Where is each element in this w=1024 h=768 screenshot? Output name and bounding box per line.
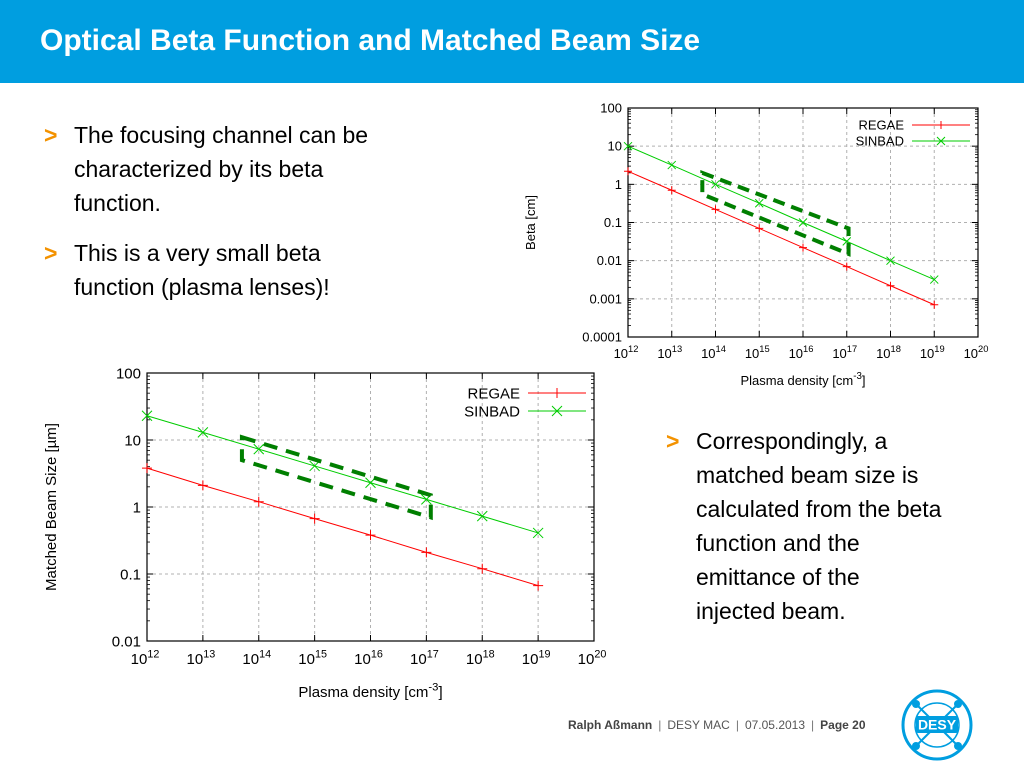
data-point-regae — [197, 480, 208, 491]
footer: Ralph Aßmann | DESY MAC | 07.05.2013 | Page 20 — [568, 718, 866, 732]
data-point-regae — [755, 224, 764, 233]
highlight-region — [239, 434, 433, 521]
data-point-sinbad — [886, 256, 895, 266]
data-point-regae — [533, 580, 544, 591]
x-tick-label: 1018 — [466, 648, 495, 668]
beam-size-chart: 1012 1013 1014 1015 1016 1017 1018 1019 1020 0.01… — [43, 365, 607, 701]
data-point-sinbad — [197, 427, 209, 438]
y-tick-label: 0.1 — [120, 566, 141, 583]
x-tick-label: 1012 — [131, 648, 160, 668]
y-axis-label: Beta [cm] — [523, 195, 538, 250]
x-tick-label: 1015 — [745, 344, 770, 361]
x-tick-label: 1016 — [789, 344, 814, 361]
plot-frame — [627, 107, 979, 338]
beta-function-chart: 1012 1013 1014 1015 1016 1017 1018 1019 1020 0.00… — [523, 101, 989, 388]
x-tick-label: 1019 — [522, 648, 551, 668]
data-point-regae — [667, 186, 676, 195]
y-tick-label: 0.001 — [589, 291, 622, 306]
y-tick-label: 10 — [608, 139, 622, 154]
x-tick-label: 1020 — [578, 648, 607, 668]
data-point-regae — [799, 243, 807, 252]
slide-title: Optical Beta Function and Matched Beam S… — [40, 24, 701, 57]
data-point-regae — [309, 513, 320, 524]
bullet-marker: > — [666, 428, 680, 454]
data-point-sinbad — [253, 443, 265, 455]
legend-label-regae: REGAE — [467, 385, 520, 402]
legend-marker-sinbad — [936, 136, 946, 146]
data-point-sinbad — [476, 510, 488, 522]
plot-frame — [146, 372, 595, 642]
y-tick-label: 1 — [615, 177, 622, 192]
y-tick-label: 100 — [600, 101, 622, 116]
data-point-sinbad — [754, 198, 764, 208]
x-tick-label: 1020 — [964, 344, 989, 361]
bullet-text: This is a very small beta function (plas… — [74, 240, 330, 300]
y-tick-label: 0.01 — [112, 633, 141, 650]
logo-text: DESY — [918, 717, 957, 733]
data-point-sinbad — [532, 527, 544, 539]
legend-label-sinbad: SINBAD — [856, 134, 904, 149]
legend-marker-regae — [937, 121, 945, 129]
data-point-regae — [365, 530, 376, 541]
bullet-text: The focusing channel can be characterize… — [74, 122, 369, 216]
bullet-item: > Correspondingly, a matched beam size i… — [666, 424, 941, 628]
legend-marker-regae — [552, 388, 562, 398]
x-tick-label: 1018 — [876, 344, 901, 361]
data-point-regae — [142, 463, 152, 474]
series-line-sinbad — [146, 415, 539, 534]
x-axis-label: Plasma density [cm-3] — [741, 371, 866, 388]
x-tick-label: 1013 — [657, 344, 682, 361]
series-line-regae — [146, 467, 539, 587]
x-tick-label: 1014 — [242, 648, 271, 668]
series-line-sinbad — [627, 145, 935, 281]
bullet-item: > The focusing channel can be characteri… — [44, 118, 368, 220]
data-point-regae — [886, 281, 895, 290]
y-tick-label: 10 — [124, 432, 141, 449]
data-point-regae — [421, 547, 432, 558]
x-tick-label: 1019 — [920, 344, 945, 361]
x-axis-label: Plasma density [cm-3] — [298, 681, 442, 701]
bullet-item: > This is a very small beta function (pl… — [44, 236, 330, 304]
data-point-sinbad — [141, 410, 153, 422]
bullet-marker: > — [44, 240, 58, 266]
x-tick-label: 1013 — [187, 648, 216, 668]
data-point-regae — [711, 205, 720, 214]
legend-marker-sinbad — [551, 405, 563, 417]
y-tick-label: 0.1 — [604, 215, 622, 230]
y-tick-label: 100 — [116, 365, 141, 382]
data-point-regae — [477, 563, 488, 574]
x-tick-label: 1015 — [298, 648, 327, 668]
data-point-regae — [842, 262, 851, 271]
data-point-sinbad — [711, 179, 720, 189]
bullet-text: Correspondingly, a matched beam size is … — [696, 428, 942, 624]
desy-logo: DESY — [901, 689, 973, 761]
footer-event: DESY MAC — [667, 718, 730, 732]
legend-label-regae: REGAE — [858, 118, 904, 133]
x-tick-label: 1014 — [701, 344, 726, 361]
bullet-marker: > — [44, 122, 58, 148]
data-point-sinbad — [798, 218, 808, 227]
footer-page: Page 20 — [820, 718, 866, 732]
x-tick-label: 1017 — [832, 344, 857, 361]
y-tick-label: 0.01 — [597, 253, 622, 268]
legend-label-sinbad: SINBAD — [464, 403, 520, 420]
x-tick-label: 1017 — [410, 648, 439, 668]
data-point-sinbad — [667, 160, 677, 170]
footer-date: 07.05.2013 — [744, 718, 806, 732]
highlight-region — [700, 169, 851, 257]
data-point-sinbad — [929, 275, 939, 284]
x-tick-label: 1016 — [354, 648, 383, 668]
y-axis-label: Matched Beam Size [µm] — [43, 423, 60, 591]
footer-author: Ralph Aßmann — [568, 718, 653, 732]
data-point-regae — [930, 300, 939, 309]
header-bar: Optical Beta Function and Matched Beam S… — [0, 0, 1024, 83]
x-tick-label: 1012 — [614, 344, 639, 361]
data-point-sinbad — [623, 141, 633, 151]
data-point-regae — [253, 496, 264, 507]
data-point-regae — [624, 167, 632, 176]
y-tick-label: 0.0001 — [582, 330, 622, 345]
series-line-regae — [627, 170, 935, 306]
y-tick-label: 1 — [133, 499, 141, 516]
